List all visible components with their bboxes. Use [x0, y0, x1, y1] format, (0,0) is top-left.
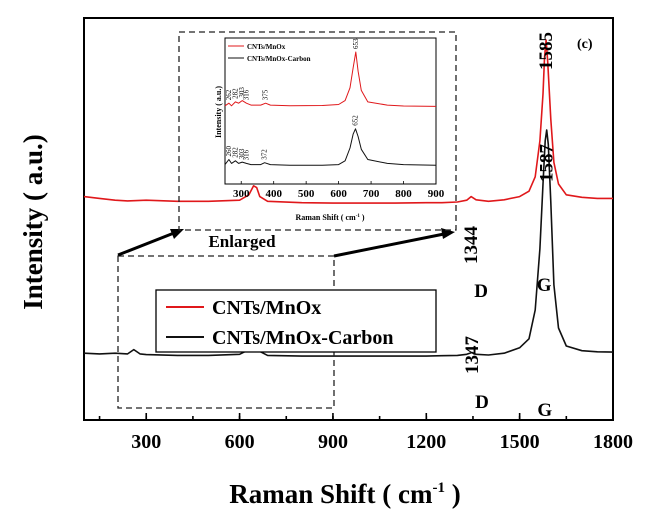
inset-x-tick-label: 600 [330, 188, 347, 200]
main-traces [83, 39, 614, 357]
inset-x-tick-label: 900 [428, 188, 445, 200]
inset-x-tick-label: 400 [265, 188, 282, 200]
inset-peak-label: 316 [242, 89, 250, 100]
legend-label-cntsmnox-carbon: CNTs/MnOx-Carbon [212, 327, 394, 349]
main-x-ticks: 300 600 900 1200 1500 1800 [98, 413, 633, 453]
right-arrow-line [333, 232, 445, 258]
band-label: G [537, 275, 552, 296]
x-title-main: Raman Shift ( cm [229, 479, 433, 509]
legend-label-cntsmnox: CNTs/MnOx [212, 297, 321, 319]
y-axis-title: Intensity ( a.u.) [18, 134, 48, 310]
right-arrow-head [441, 228, 455, 239]
series-line-1 [83, 129, 614, 357]
inset-peak-label: 653 [352, 38, 360, 49]
legend-box [155, 289, 437, 353]
inset-peak-label: 372 [261, 149, 269, 160]
x-tick-label: 900 [318, 431, 348, 453]
inset-peak-label: 262 [225, 89, 233, 100]
inset-peak-label: 316 [242, 149, 250, 160]
x-title-end: ) [445, 479, 461, 509]
x-tick-label: 1200 [406, 431, 446, 453]
peak-value-label: 1344 [461, 226, 482, 265]
inset-traces [224, 51, 437, 166]
band-label: G [537, 400, 552, 421]
inset-peak-label: 303 [238, 87, 246, 98]
inset-series-line-1 [224, 128, 437, 166]
panel-label: (c) [577, 37, 593, 52]
inset-x-tick-label: 500 [298, 188, 315, 200]
inset-peak-label: 303 [238, 148, 246, 159]
inset-x-tick-label: 800 [395, 188, 412, 200]
band-label: D [474, 281, 488, 302]
inset-box [178, 31, 457, 231]
band-label: D [475, 392, 489, 413]
left-arrow-line [117, 231, 175, 257]
peak-value-label: 1585 [536, 32, 557, 70]
main-peak-labels: 1344 D 1585 G 1347 D 1587 G [461, 32, 558, 421]
left-arrow-head [170, 229, 184, 239]
enlarged-label: Enlarged [208, 232, 276, 251]
x-axis-title: Raman Shift ( cm-1 ) [229, 479, 461, 509]
peak-value-label: 1347 [462, 336, 483, 375]
inset-x-title-sup: -1 [356, 214, 361, 219]
main-plot-frame [83, 17, 614, 421]
inset-y-axis-title: Intensity ( a.u.) [214, 86, 223, 138]
inset-peak-label: 282 [231, 147, 239, 158]
series-line-0 [83, 39, 613, 204]
inset-legend: CNTs/MnOx CNTs/MnOx-Carbon [228, 43, 311, 63]
inset-legend-label-red: CNTs/MnOx [247, 43, 286, 51]
zoom-arrows [117, 228, 455, 258]
x-title-sup: -1 [433, 480, 446, 496]
peak-value-label: 1587 [537, 144, 558, 183]
inset-x-tick-label: 700 [363, 188, 380, 200]
inset-x-tick-label: 300 [233, 188, 250, 200]
x-tick-label: 600 [225, 431, 255, 453]
inset-series-line-0 [224, 51, 437, 107]
inset-legend-label-black: CNTs/MnOx-Carbon [247, 55, 311, 63]
x-tick-label: 300 [131, 431, 161, 453]
inset-peak-label: 652 [351, 115, 359, 126]
x-tick-label: 1500 [500, 431, 540, 453]
inset-x-ticks: 300 400 500 600 700 800 900 [233, 181, 445, 200]
inset-x-title-main: Raman Shift ( cm [295, 213, 356, 222]
inset-x-title-end: ) [360, 213, 365, 222]
main-legend: CNTs/MnOx CNTs/MnOx-Carbon [155, 289, 437, 353]
inset-plot-frame [224, 37, 437, 185]
inset-peak-label: 260 [225, 146, 233, 157]
inset-x-axis-title: Raman Shift ( cm-1 ) [295, 213, 364, 222]
x-tick-label: 1800 [593, 431, 633, 453]
inset-peak-label: 282 [231, 88, 239, 99]
inset-peak-label: 375 [262, 89, 270, 100]
